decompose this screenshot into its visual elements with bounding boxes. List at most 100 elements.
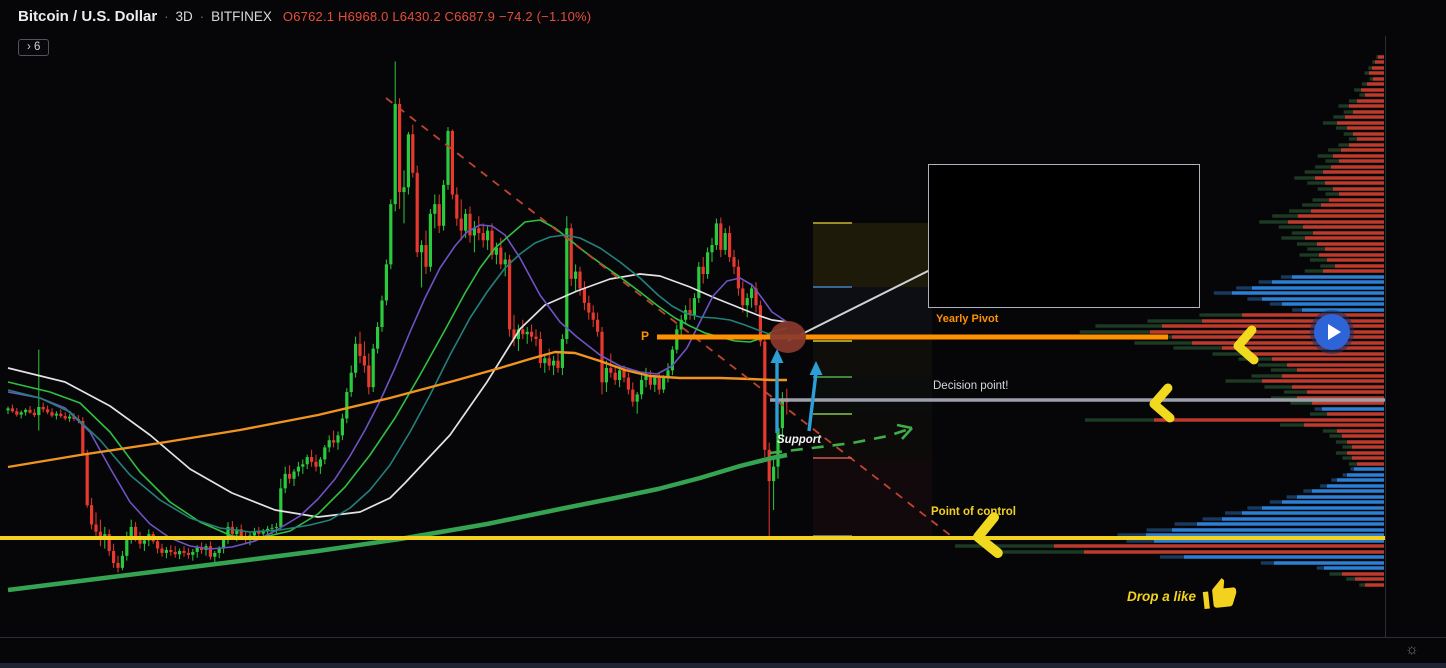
candle-body (279, 488, 283, 527)
drop-a-like-label: Drop a like (1127, 589, 1197, 604)
volume-profile-bar (1287, 363, 1384, 367)
candle-body (389, 204, 393, 265)
candle-body (327, 440, 331, 448)
candle-body (662, 377, 666, 390)
candle-body (613, 372, 617, 380)
volume-profile-bar (1327, 484, 1384, 488)
volume-profile-bar (1345, 115, 1384, 119)
fib-band (813, 414, 932, 458)
candle-body (274, 526, 278, 528)
point-of-control-label[interactable]: Point of control (931, 506, 1016, 518)
candle-body (411, 134, 415, 173)
candle-body (723, 233, 727, 250)
symbol-title[interactable]: Bitcoin / U.S. Dollar (18, 8, 158, 25)
candle-body (72, 416, 76, 419)
fib-band (813, 339, 932, 377)
volume-profile-bar (1297, 368, 1384, 372)
volume-profile-bar (1347, 440, 1384, 444)
candle-body (235, 529, 239, 535)
volume-profile-bar (1375, 60, 1384, 64)
candle-body (468, 213, 472, 236)
volume-profile-bar (1324, 566, 1384, 570)
candle-body (6, 408, 10, 411)
volume-profile-bar (1347, 126, 1384, 130)
candle-body (107, 534, 111, 551)
candle-body (622, 370, 626, 378)
candle-body (349, 372, 353, 393)
candle-body (684, 310, 688, 320)
candle-body (98, 531, 102, 539)
volume-profile-bar (1367, 82, 1384, 86)
volume-profile-bar (1282, 302, 1384, 306)
volume-profile-bar (1331, 165, 1384, 169)
volume-profile-bar (1378, 55, 1384, 59)
volume-profile-bar (1303, 225, 1384, 229)
exchange-label[interactable]: BITFINEX (211, 9, 272, 24)
volume-profile-bar (1337, 429, 1384, 433)
ma-line-dma-200 (7, 273, 788, 518)
volume-profile-bar (1154, 418, 1384, 422)
volume-profile-bar (1333, 154, 1384, 158)
candle-body (90, 505, 94, 525)
candle-body (587, 302, 591, 313)
candle-body (138, 536, 142, 544)
candle-body (776, 428, 780, 467)
volume-profile-bar (1322, 407, 1384, 411)
ohlc-readout: O6762.1 H6968.0 L6430.2 C6687.9 −74.2 (−… (282, 9, 592, 24)
volume-profile-bar (1354, 467, 1384, 471)
decision-point-label[interactable]: Decision point! (933, 380, 1009, 392)
candle-body (283, 473, 287, 489)
volume-profile-bar (1327, 412, 1384, 416)
candle-body (772, 466, 776, 482)
candle-body (318, 459, 322, 467)
candle-body (186, 552, 190, 555)
candle-body (538, 339, 542, 364)
separator-dot: · (164, 9, 169, 24)
candle-body (512, 329, 516, 340)
candle-body (582, 288, 586, 303)
candle-body (675, 329, 679, 350)
candle-body (384, 264, 388, 301)
volume-profile-bar (1335, 264, 1384, 268)
support-arrow-head (896, 423, 913, 430)
yellow-chevron-arrow (1233, 325, 1259, 365)
candle-body (169, 550, 173, 552)
candle-body (442, 184, 446, 226)
candle-body (252, 531, 256, 536)
volume-profile-bar (1352, 456, 1384, 460)
fib-band (813, 223, 932, 287)
timeframe-label[interactable]: 3D (175, 9, 193, 24)
volume-profile-bar (1162, 324, 1384, 328)
price-axis-border (1385, 36, 1386, 638)
candle-body (261, 531, 265, 534)
candle-body (367, 365, 371, 388)
candle-body (741, 288, 745, 306)
support-label[interactable]: Support (777, 434, 822, 446)
candle-body (670, 349, 674, 371)
play-button[interactable] (1310, 310, 1354, 354)
volume-profile-bar (1262, 506, 1384, 510)
volume-profile-bar (1242, 313, 1384, 317)
yearly-pivot-label[interactable]: Yearly Pivot (936, 313, 999, 325)
candle-body (217, 548, 221, 553)
thumbs-up-icon[interactable] (1198, 572, 1242, 621)
candle-body (490, 230, 494, 255)
axis-settings-sun-icon[interactable]: ☼ (1405, 641, 1419, 658)
ma-line-weekly-ma-green-thick (7, 452, 788, 593)
volume-profile-bar (1222, 346, 1384, 350)
volume-profile-bar (1352, 445, 1384, 449)
resistance-cluster-note[interactable] (928, 164, 1200, 308)
volume-profile-bar (1312, 489, 1384, 493)
candle-body (32, 412, 36, 416)
pane-collapse-badge[interactable]: › 6 (18, 39, 50, 56)
volume-profile-bar (1084, 550, 1384, 554)
candle-body (134, 526, 138, 537)
volume-profile-bar (1312, 401, 1384, 405)
fib-band (813, 287, 932, 339)
candle-body (574, 271, 578, 279)
candle-body (178, 550, 182, 555)
candle-body (604, 367, 608, 383)
resistance-marker-circle (770, 321, 806, 353)
candle-body (767, 449, 771, 482)
